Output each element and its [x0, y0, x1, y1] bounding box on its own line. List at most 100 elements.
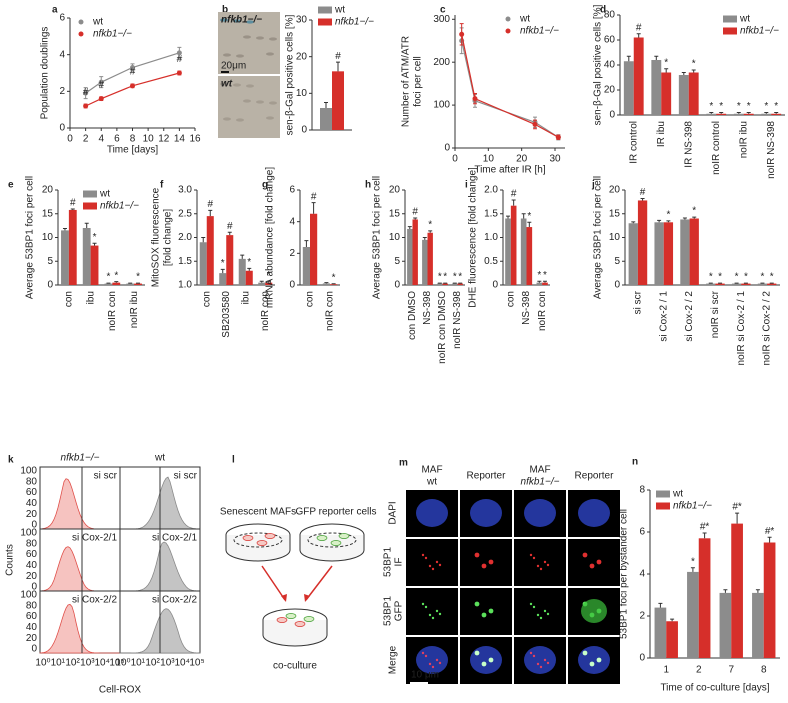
significance-mark: #: [83, 87, 89, 98]
y-tick-label: 8: [639, 485, 645, 496]
cell: [223, 53, 231, 57]
y-tick-label: 6: [639, 527, 645, 538]
bar: [510, 205, 517, 285]
panel-label: i: [465, 180, 468, 191]
row-label: IF: [394, 558, 405, 567]
y-tick-label: 200: [433, 57, 450, 68]
error-bar: [240, 254, 245, 259]
dish-label: co-culture: [273, 661, 317, 672]
panel-label: j: [591, 180, 595, 191]
x-tick-label: 14: [174, 134, 186, 145]
error-bar: [755, 589, 760, 593]
significance-mark: *: [747, 101, 751, 112]
scale-label: 20μm: [221, 61, 246, 72]
y-tick-label: 4: [639, 569, 645, 580]
bar: [663, 222, 674, 285]
line: [461, 34, 559, 138]
line: [85, 72, 180, 107]
y-tick-label: 60: [604, 35, 616, 46]
y-tick-label: 2.0: [178, 232, 192, 243]
error-bar: [114, 281, 119, 283]
legend-swatch: [505, 16, 511, 22]
focus: [546, 612, 550, 616]
y-tick-label: 100: [20, 528, 37, 539]
bar: [654, 607, 667, 658]
bar: [90, 245, 99, 285]
x-tick-label: noIR si scr: [710, 290, 721, 338]
bar: [302, 247, 310, 285]
y-tick-label: 5: [614, 256, 620, 267]
y-tick-label: 0: [492, 280, 498, 291]
significance-mark: #: [636, 22, 642, 33]
x-tick-label: 30: [549, 154, 561, 165]
significance-mark: *: [332, 272, 336, 283]
significance-mark: *: [744, 272, 748, 283]
bar: [226, 235, 234, 285]
x-tick-label: ibu: [240, 291, 251, 304]
row-label: Merge: [388, 645, 399, 674]
bar: [715, 283, 725, 285]
x-tick-label: 10²: [145, 658, 160, 669]
cell: [233, 19, 241, 23]
bar: [743, 113, 754, 115]
x-axis-label: Time after IR [h]: [474, 165, 546, 176]
panel-label: a: [52, 5, 58, 16]
error-bar: [681, 72, 686, 75]
y-tick-label: 1.0: [178, 280, 192, 291]
error-bar: [723, 589, 728, 593]
significance-mark: *: [93, 232, 97, 243]
focus: [488, 608, 494, 614]
y-tick-label: 0: [31, 582, 37, 593]
significance-mark: *: [718, 272, 722, 283]
x-tick-label: si Cox-2 / 2: [684, 291, 695, 342]
micrograph: [514, 539, 566, 586]
error-bar: [658, 602, 663, 608]
y-tick-label: 1.5: [178, 256, 192, 267]
x-tick-label: noIR con: [537, 291, 548, 331]
x-tick-label: 10¹: [51, 658, 66, 669]
focus: [546, 661, 550, 665]
legend-label: nfkb1−/−: [100, 201, 139, 212]
legend-swatch: [78, 19, 84, 25]
y-tick-label: 20: [609, 185, 621, 196]
focus: [539, 567, 543, 571]
error-bar: [764, 112, 769, 114]
significance-mark: *: [692, 206, 696, 217]
row-label: si Cox-2/2: [152, 595, 197, 606]
x-tick-label: 16: [189, 134, 201, 145]
y-tick-label: 60: [26, 549, 38, 560]
error-bar: [682, 217, 687, 220]
cell: [233, 83, 241, 87]
significance-mark: #: [207, 199, 213, 210]
y-tick-label: 0: [289, 280, 295, 291]
x-tick-label: 0: [67, 134, 73, 145]
y-tick-label: 80: [26, 538, 38, 549]
image-label: nfkb1−/−: [221, 15, 262, 26]
significance-mark: *: [114, 270, 118, 281]
y-tick-label: 2: [639, 611, 645, 622]
significance-mark: #: [640, 187, 646, 198]
bar: [719, 592, 732, 658]
cell: [243, 35, 251, 39]
bar: [767, 283, 777, 285]
focus: [532, 605, 536, 609]
x-tick-label: 2: [696, 665, 702, 676]
error-bar: [428, 230, 433, 233]
bar: [126, 283, 135, 285]
y-axis-label: Average 53BP1 foci per cell: [372, 176, 383, 299]
nucleus: [416, 499, 448, 527]
x-tick-label: ibu: [85, 291, 96, 304]
legend-label: wt: [99, 189, 110, 200]
focus: [435, 658, 439, 662]
significance-mark: #: [412, 207, 418, 218]
error-bar: [62, 227, 67, 231]
x-tick-label: noIR con: [325, 291, 336, 331]
y-tick-label: 0: [394, 280, 400, 291]
error-bar: [527, 221, 532, 228]
significance-mark: *: [458, 272, 462, 283]
focus: [481, 661, 487, 667]
focus: [474, 552, 480, 558]
x-tick-label: 20: [516, 154, 528, 165]
bar: [407, 228, 413, 285]
y-tick-label: 0: [31, 644, 37, 655]
